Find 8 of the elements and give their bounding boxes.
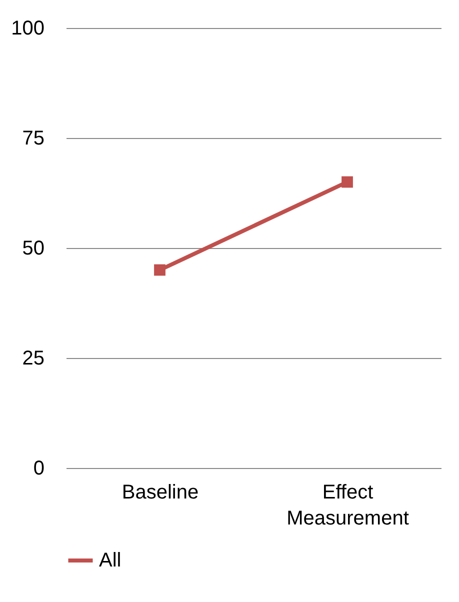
- legend-label: All: [99, 550, 122, 572]
- y-tick-label: 100: [11, 18, 44, 40]
- y-tick-label: 0: [33, 458, 44, 480]
- y-tick-label: 75: [22, 128, 44, 150]
- y-tick-label: 25: [22, 348, 44, 370]
- x-tick-label: Baseline: [122, 482, 199, 504]
- y-tick-label: 50: [22, 238, 44, 260]
- x-tick-label: Effect Measurement: [286, 482, 410, 530]
